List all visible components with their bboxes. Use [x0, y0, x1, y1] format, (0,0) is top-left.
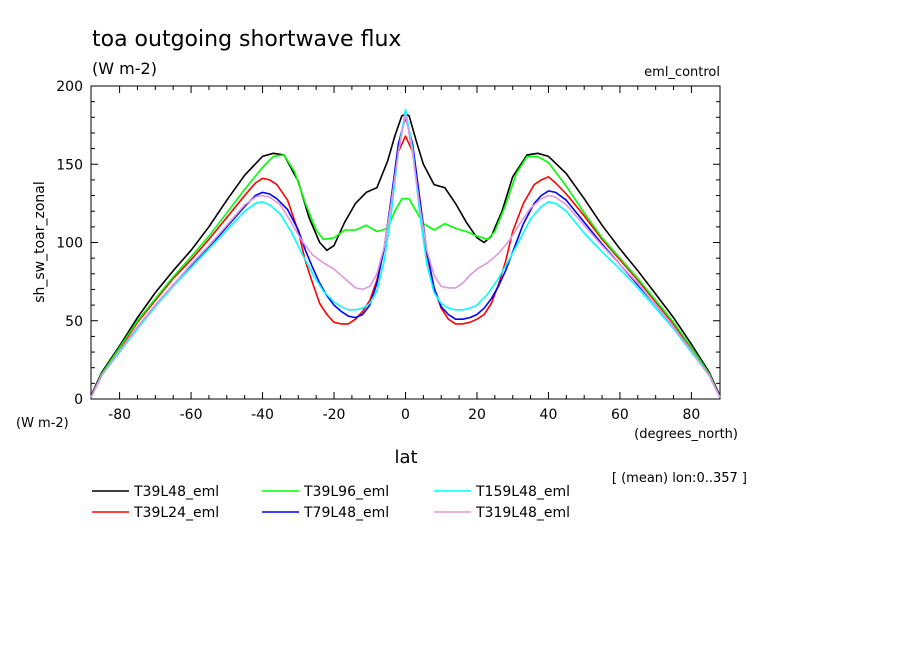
experiment-label: eml_control [644, 65, 720, 80]
x-tick-label: 20 [468, 407, 486, 423]
y-units: (W m-2) [16, 416, 69, 431]
y-tick-label: 100 [56, 236, 83, 252]
x-tick-label: -40 [251, 407, 274, 423]
series-layer [90, 108, 721, 398]
axis-ticks [91, 85, 720, 400]
y-tick-label: 0 [74, 392, 83, 408]
x-tick-label: 60 [611, 407, 629, 423]
x-tick-labels: -80 -60 -40 -20 0 20 40 60 80 [108, 407, 700, 423]
x-tick-label: -80 [108, 407, 131, 423]
y-tick-label: 50 [65, 314, 83, 330]
series-line-t159l48_eml [90, 108, 721, 398]
x-tick-label: 40 [540, 407, 558, 423]
legend-label: T79L48_eml [303, 505, 389, 521]
series-line-t39l48_eml [90, 113, 721, 397]
y-tick-label: 150 [56, 157, 83, 173]
y-tick-labels: 0 50 100 150 200 [56, 79, 83, 408]
y-tick-label: 200 [56, 79, 83, 95]
legend-label: T319L48_eml [475, 505, 570, 521]
y-axis-label: sh_sw_toar_zonal [32, 181, 48, 303]
x-axis-label: lat [394, 447, 417, 468]
x-tick-label: 0 [401, 407, 410, 423]
x-tick-label: -20 [323, 407, 346, 423]
legend-label: T39L96_eml [303, 484, 389, 500]
x-tick-label: -60 [180, 407, 203, 423]
x-units: (degrees_north) [634, 427, 738, 442]
series-line-t39l96_eml [90, 154, 721, 398]
averaging-note: [ (mean) lon:0..357 ] [612, 471, 747, 486]
legend-label: T159L48_eml [475, 484, 570, 500]
plot-area [90, 85, 721, 400]
legend: T39L48_eml T39L24_eml T39L96_eml T79L48_eml… [92, 484, 570, 521]
x-tick-label: 80 [682, 407, 700, 423]
series-line-t39l24_eml [90, 135, 721, 398]
chart-subtitle: (W m-2) [92, 59, 157, 78]
legend-label: T39L24_eml [133, 505, 219, 521]
chart-title: toa outgoing shortwave flux [92, 27, 401, 52]
legend-label: T39L48_eml [133, 484, 219, 500]
series-line-t319l48_eml [90, 113, 721, 398]
